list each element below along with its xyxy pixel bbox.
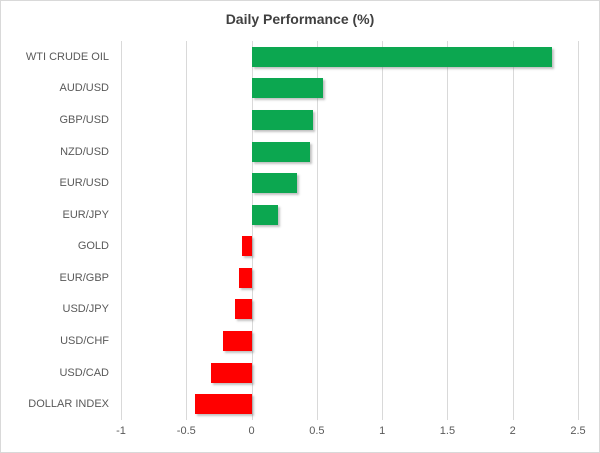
gridline — [121, 41, 122, 420]
gridline — [447, 41, 449, 420]
category-label-eur-usd: EUR/USD — [59, 177, 109, 190]
value-axis: -1 -0.5 0 0.5 1 1.5 2 2.5 — [116, 425, 586, 441]
bar-wti-crude-oil — [251, 46, 552, 67]
x-tick-label: -1 — [116, 425, 126, 437]
x-tick-label: 2 — [509, 425, 516, 437]
gridline — [578, 41, 579, 420]
category-axis: WTI CRUDE OIL AUD/USD GBP/USD NZD/USD EUR/US… — [1, 41, 109, 420]
gridline — [251, 41, 253, 420]
x-tick-label: -0.5 — [176, 425, 196, 437]
gridline — [512, 41, 514, 420]
category-label-usd-jpy: USD/JPY — [62, 303, 109, 316]
category-label-usd-chf: USD/CHF — [60, 335, 109, 348]
category-label-eur-jpy: EUR/JPY — [62, 208, 109, 221]
category-label-eur-gbp: EUR/GBP — [59, 271, 109, 284]
x-tick-label: 0 — [248, 425, 255, 437]
bar-nzd-usd — [251, 141, 311, 162]
gridline — [186, 41, 188, 420]
gridline — [316, 41, 318, 420]
gridline — [382, 41, 384, 420]
category-label-gold: GOLD — [77, 240, 109, 253]
x-tick-label: 2.5 — [570, 425, 586, 437]
bar-usd-chf — [222, 331, 252, 352]
bar-gold — [242, 236, 252, 257]
plot-area — [121, 41, 579, 420]
category-label-gbp-usd: GBP/USD — [59, 113, 109, 126]
category-label-aud-usd: AUD/USD — [59, 82, 109, 95]
category-label-wti-crude-oil: WTI CRUDE OIL — [25, 50, 109, 63]
chart-title: Daily Performance (%) — [225, 11, 375, 27]
bar-usd-jpy — [234, 299, 252, 320]
bar-usd-cad — [211, 362, 252, 383]
bar-aud-usd — [251, 78, 324, 99]
bar-eur-jpy — [251, 204, 278, 225]
bar-eur-gbp — [238, 267, 252, 288]
x-tick-label: 1 — [379, 425, 386, 437]
bar-dollar-index — [195, 394, 252, 415]
bar-gbp-usd — [251, 109, 313, 130]
x-tick-label: 0.5 — [309, 425, 325, 437]
category-label-nzd-usd: NZD/USD — [60, 145, 109, 158]
category-label-dollar-index: DOLLAR INDEX — [28, 398, 109, 411]
bar-eur-usd — [251, 173, 298, 194]
category-label-usd-cad: USD/CAD — [59, 366, 109, 379]
x-tick-label: 1.5 — [439, 425, 456, 437]
